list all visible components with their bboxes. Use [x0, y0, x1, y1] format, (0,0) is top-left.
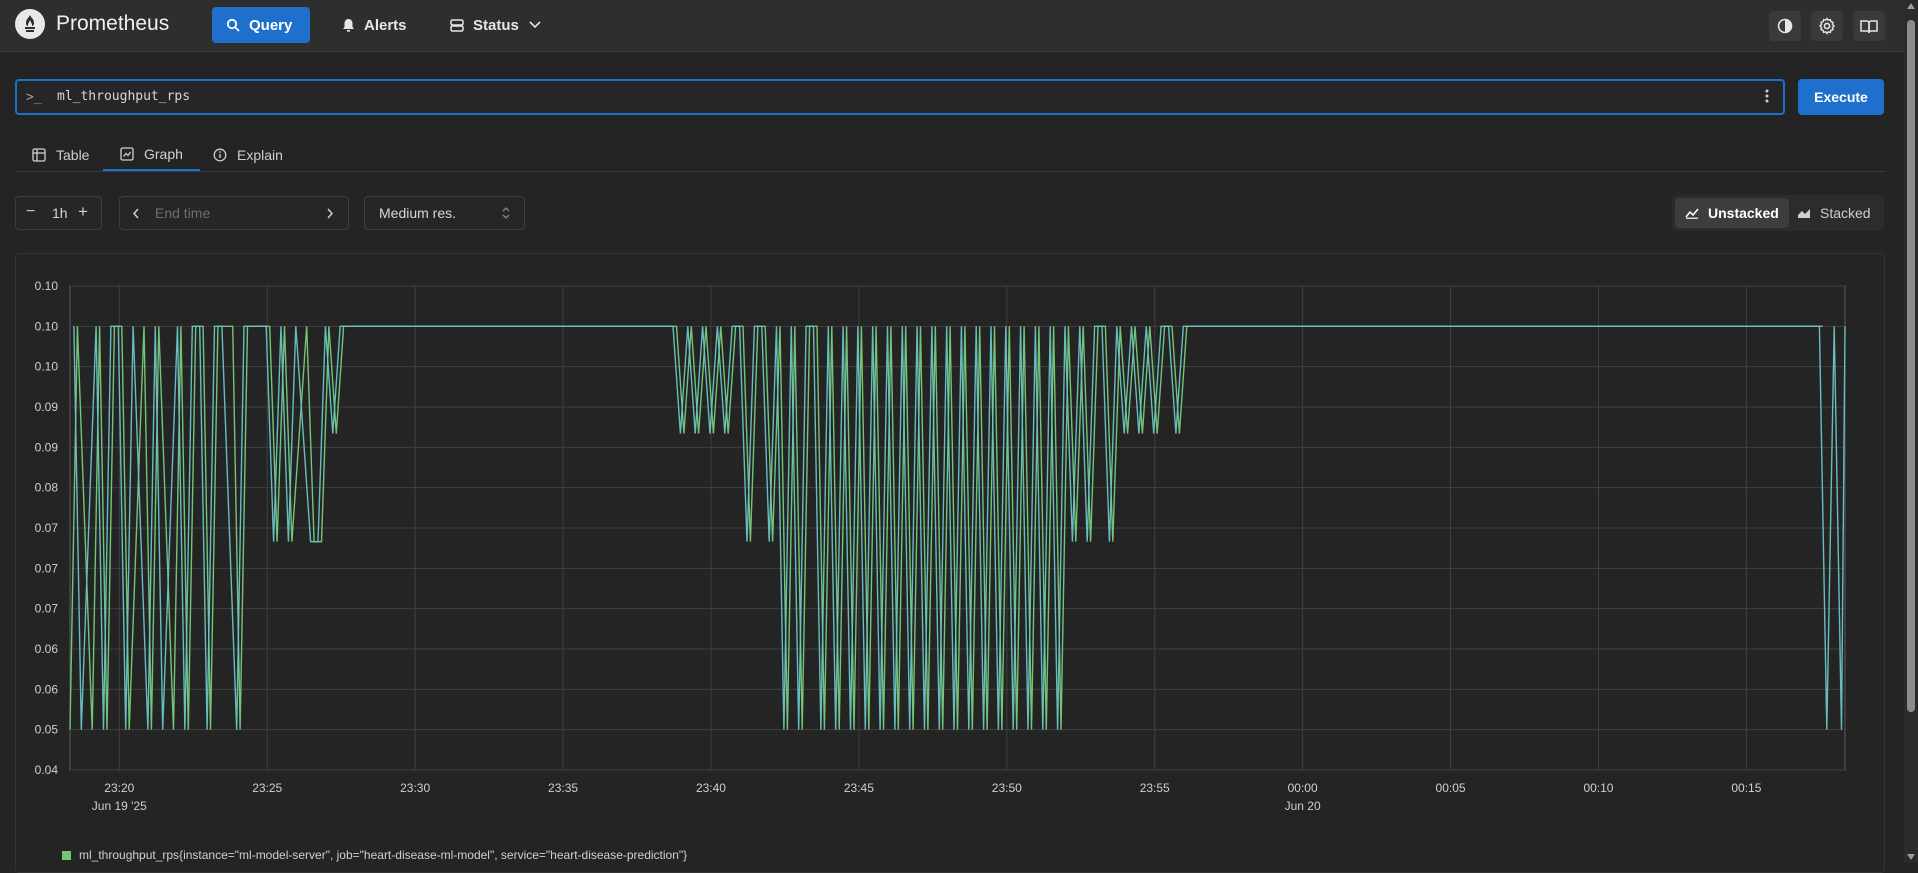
- graph-icon: [120, 146, 134, 161]
- search-icon: [226, 18, 240, 32]
- x-tick-label: 23:20: [104, 781, 134, 795]
- increase-range-button[interactable]: +: [78, 202, 88, 221]
- x-tick-sublabel: Jun 20: [1285, 799, 1321, 813]
- y-tick-label: 0.04: [35, 763, 59, 777]
- select-arrows-icon: [502, 207, 510, 219]
- y-tick-label: 0.06: [35, 642, 59, 656]
- x-tick-label: 00:00: [1288, 781, 1318, 795]
- docs-button[interactable]: [1853, 11, 1885, 41]
- bell-icon: [343, 19, 354, 32]
- end-time-control: End time: [119, 196, 349, 230]
- tab-table[interactable]: Table: [32, 138, 89, 171]
- nav-query-button[interactable]: Query: [212, 7, 310, 43]
- execute-button[interactable]: Execute: [1798, 79, 1884, 115]
- docs-book-icon: [1860, 19, 1878, 33]
- series-2-line: [73, 325, 1846, 730]
- theme-toggle-icon: [1777, 18, 1793, 34]
- chevron-left-icon[interactable]: [132, 208, 140, 219]
- area-chart-icon: [1798, 209, 1810, 218]
- x-tick-sublabel: Jun 19 '25: [92, 799, 147, 813]
- view-tabs: Table Graph Explain: [15, 138, 1885, 172]
- nav-alerts-label: Alerts: [364, 16, 407, 34]
- time-series-chart[interactable]: 0.10 0.10 0.10 0.09 0.09 0.08 0.07 0.07 0.07 0.06…: [16, 254, 1884, 854]
- scroll-up-arrow-icon[interactable]: [1907, 3, 1915, 9]
- resolution-select[interactable]: Medium res.: [364, 196, 525, 230]
- tab-table-label: Table: [56, 146, 90, 163]
- scroll-down-arrow-icon[interactable]: [1907, 854, 1915, 860]
- x-tick-label: 23:30: [400, 781, 430, 795]
- y-tick-label: 0.08: [35, 481, 59, 495]
- y-tick-label: 0.07: [35, 602, 59, 616]
- tab-explain-label: Explain: [237, 146, 283, 163]
- x-tick-label: 23:45: [844, 781, 874, 795]
- x-tick-label: 00:10: [1583, 781, 1613, 795]
- nav-query-label: Query: [249, 16, 293, 34]
- y-tick-label: 0.09: [35, 400, 59, 414]
- chevron-right-icon[interactable]: [326, 208, 334, 219]
- x-tick-label: 23:25: [252, 781, 282, 795]
- range-value[interactable]: 1h: [52, 205, 68, 221]
- y-tick-label: 0.07: [35, 521, 59, 535]
- table-icon: [32, 147, 46, 162]
- x-tick-label: 23:35: [548, 781, 578, 795]
- chevron-down-icon: [529, 21, 541, 29]
- brand-name: Prometheus: [56, 12, 170, 35]
- prompt-icon: >_: [26, 90, 42, 105]
- nav-status-label: Status: [473, 16, 519, 34]
- x-tick-label: 23:55: [1140, 781, 1170, 795]
- x-tick-label: 23:40: [696, 781, 726, 795]
- query-expression-input[interactable]: >_ ml_throughput_rps: [15, 79, 1785, 115]
- top-navbar: Prometheus Query Alerts Status: [0, 0, 1904, 52]
- prometheus-logo-icon: [15, 9, 45, 39]
- x-tick-label: 23:50: [992, 781, 1022, 795]
- brand[interactable]: Prometheus: [15, 9, 169, 39]
- tab-explain[interactable]: Explain: [213, 138, 283, 171]
- page-scrollbar[interactable]: [1904, 0, 1918, 863]
- stacked-button[interactable]: Stacked: [1787, 198, 1881, 228]
- theme-toggle-button[interactable]: [1769, 11, 1801, 41]
- server-icon: [450, 18, 464, 32]
- y-tick-label: 0.09: [35, 440, 59, 454]
- nav-alerts-button[interactable]: Alerts: [328, 7, 421, 43]
- nav-status-dropdown[interactable]: Status: [436, 7, 555, 43]
- y-tick-label: 0.05: [35, 723, 59, 737]
- settings-button[interactable]: [1811, 11, 1843, 41]
- tab-graph[interactable]: Graph: [103, 138, 200, 171]
- info-icon: [213, 148, 227, 161]
- settings-icon: [1818, 17, 1836, 35]
- y-tick-label: 0.10: [35, 360, 59, 374]
- graph-panel: 0.10 0.10 0.10 0.09 0.09 0.08 0.07 0.07 0.07 0.06…: [15, 253, 1885, 873]
- resolution-value: Medium res.: [379, 205, 457, 221]
- y-tick-label: 0.07: [35, 561, 59, 575]
- query-expression-text[interactable]: ml_throughput_rps: [57, 89, 191, 104]
- legend-series-label: ml_throughput_rps{instance="ml-model-ser…: [79, 848, 688, 862]
- chart-legend[interactable]: ml_throughput_rps{instance="ml-model-ser…: [62, 848, 687, 862]
- x-tick-label: 00:05: [1436, 781, 1466, 795]
- scroll-thumb[interactable]: [1907, 20, 1915, 712]
- tab-graph-label: Graph: [144, 145, 183, 162]
- stacked-label: Stacked: [1820, 205, 1871, 221]
- y-tick-label: 0.06: [35, 682, 59, 696]
- legend-swatch: [62, 850, 71, 860]
- decrease-range-button[interactable]: −: [26, 203, 36, 220]
- stack-mode-toggle: Unstacked Stacked: [1672, 195, 1884, 231]
- more-vertical-icon[interactable]: [1765, 88, 1769, 104]
- y-tick-label: 0.10: [35, 279, 59, 293]
- unstacked-button[interactable]: Unstacked: [1675, 198, 1789, 228]
- range-control: − 1h +: [15, 196, 102, 230]
- line-chart-icon: [1685, 208, 1699, 219]
- y-tick-label: 0.10: [35, 319, 59, 333]
- x-tick-label: 00:15: [1731, 781, 1761, 795]
- unstacked-label: Unstacked: [1708, 205, 1779, 221]
- end-time-input[interactable]: End time: [155, 205, 211, 221]
